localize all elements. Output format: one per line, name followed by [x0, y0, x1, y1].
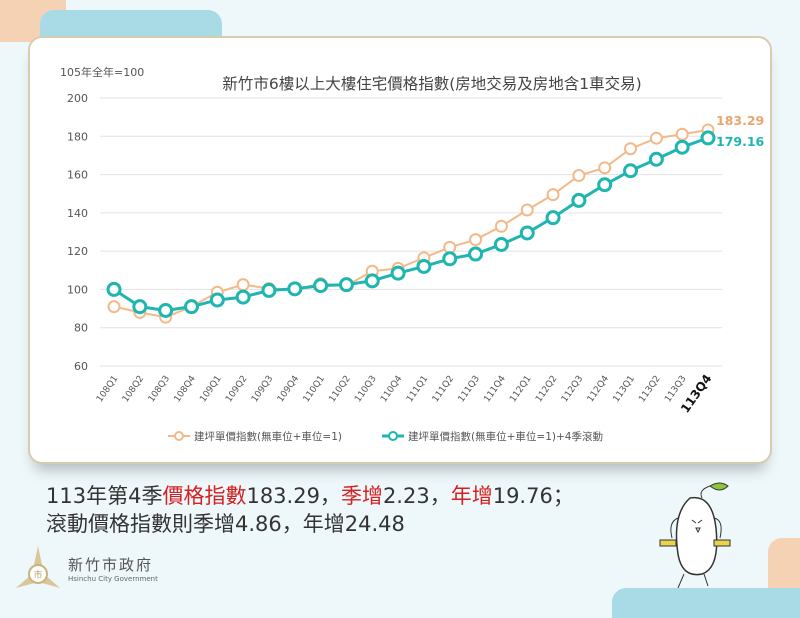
summary-highlight: 年增	[450, 484, 493, 508]
data-point	[648, 151, 664, 167]
data-point	[700, 130, 716, 146]
data-point	[519, 225, 535, 241]
y-tick-label: 60	[74, 360, 88, 373]
y-tick-label: 120	[67, 245, 88, 258]
summary-fragment: 183.29，	[246, 484, 341, 508]
data-point	[390, 265, 406, 281]
data-point	[183, 299, 199, 315]
y-axis-unit-label: 105年全年=100	[60, 65, 144, 79]
x-tick-label: 111Q4	[482, 374, 508, 405]
x-tick-label: 113Q1	[612, 374, 637, 404]
end-value-label: 183.29	[716, 113, 764, 128]
x-tick-label: 111Q2	[431, 374, 456, 404]
data-point	[546, 188, 560, 202]
legend-label: 建坪單價指數(無車位+車位=1)	[194, 430, 342, 443]
x-tick-label: 110Q2	[327, 374, 352, 404]
x-tick-label: 112Q3	[560, 374, 585, 404]
data-point	[469, 233, 483, 247]
summary-line-1: 113年第4季價格指數183.29，季增2.23，年增19.76；	[46, 482, 574, 510]
hsinchu-city-logo: 市 新竹市政府 Hsinchu City Government	[14, 544, 158, 592]
y-tick-label: 200	[67, 92, 88, 105]
y-tick-label: 140	[67, 207, 88, 220]
line-chart: 105年全年=100 新竹市6樓以上大樓住宅價格指數(房地交易及房地含1車交易)…	[60, 65, 765, 443]
data-point	[364, 273, 380, 289]
x-tick-label: 112Q4	[586, 374, 612, 405]
data-point	[572, 169, 586, 183]
x-tick-label: 108Q4	[173, 374, 199, 405]
data-point	[443, 240, 457, 254]
data-point	[493, 236, 509, 252]
summary-fragment: 113年第4季	[46, 484, 163, 508]
data-point	[624, 142, 638, 156]
data-point	[107, 300, 121, 314]
data-point	[416, 258, 432, 274]
x-tick-label: 110Q4	[379, 374, 405, 405]
x-tick-label: 111Q1	[405, 374, 430, 404]
y-tick-label: 160	[67, 169, 88, 182]
summary-fragment: 2.23，	[382, 484, 451, 508]
mascot-illustration	[659, 482, 731, 588]
chart-card	[28, 36, 772, 464]
x-tick-label: 108Q2	[121, 374, 146, 404]
y-tick-label: 80	[74, 322, 88, 335]
city-emblem-icon: 市	[16, 546, 60, 588]
x-tick-label: 110Q3	[353, 374, 378, 404]
data-point	[287, 281, 303, 297]
logo-name-en: Hsinchu City Government	[68, 574, 158, 583]
x-tick-label: 112Q1	[508, 374, 533, 404]
data-point	[209, 292, 225, 308]
data-point	[158, 302, 174, 318]
series-1: 183.29	[107, 113, 764, 324]
legend-label: 建坪單價指數(無車位+車位=1)+4季滾動	[408, 430, 603, 443]
series-line	[113, 136, 709, 313]
summary-text: 113年第4季價格指數183.29，季增2.23，年增19.76； 滾動價格指數…	[46, 482, 574, 538]
data-point	[520, 203, 534, 217]
summary-line-2: 滾動價格指數則季增4.86，年增24.48	[46, 512, 405, 536]
data-point	[313, 278, 329, 294]
data-point	[236, 278, 250, 292]
data-point	[649, 131, 663, 145]
x-tick-label: 111Q3	[457, 374, 482, 404]
data-point	[106, 281, 122, 297]
summary-fragment: 19.76；	[492, 484, 574, 508]
data-point	[675, 127, 689, 141]
summary-highlight: 季增	[340, 484, 383, 508]
data-point	[442, 251, 458, 267]
data-point	[338, 277, 354, 293]
data-point	[598, 161, 612, 175]
y-tick-label: 180	[67, 130, 88, 143]
x-tick-label: 109Q4	[276, 374, 302, 405]
legend-marker	[388, 431, 398, 441]
y-tick-label: 100	[67, 283, 88, 296]
data-point	[261, 282, 277, 298]
end-value-label: 179.16	[716, 134, 765, 149]
data-point	[494, 219, 508, 233]
series-2: 179.16	[106, 130, 765, 318]
x-tick-label: 112Q2	[534, 374, 559, 404]
data-point	[597, 177, 613, 193]
x-tick-label: 113Q2	[637, 374, 662, 404]
chart-title: 新竹市6樓以上大樓住宅價格指數(房地交易及房地含1車交易)	[222, 75, 641, 93]
data-point	[571, 192, 587, 208]
data-point	[623, 163, 639, 179]
x-tick-label: 108Q1	[95, 374, 120, 404]
data-point	[468, 246, 484, 262]
svg-text:市: 市	[33, 569, 42, 581]
legend-marker	[174, 431, 184, 441]
summary-highlight: 價格指數	[162, 484, 247, 508]
data-point	[235, 289, 251, 305]
data-point	[132, 299, 148, 315]
x-tick-label: 110Q1	[302, 374, 327, 404]
data-point	[545, 210, 561, 226]
x-tick-label: 109Q1	[198, 374, 223, 404]
logo-name-zh: 新竹市政府	[68, 555, 154, 574]
x-tick-label: 109Q2	[224, 374, 249, 404]
x-tick-label: 108Q3	[147, 374, 172, 404]
data-point	[674, 139, 690, 155]
x-tick-label: 109Q3	[250, 374, 275, 404]
